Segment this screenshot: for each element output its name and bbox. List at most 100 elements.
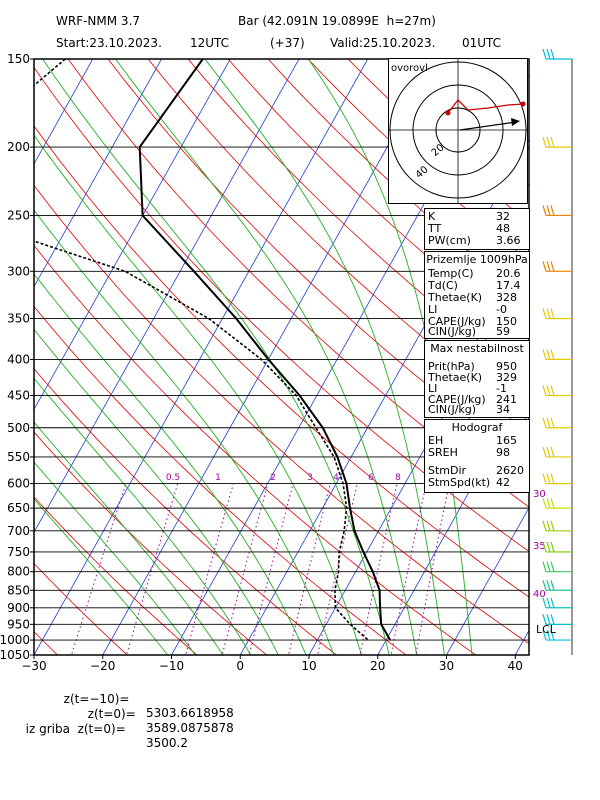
index-value: 3.66 <box>496 234 521 247</box>
surface-key: CAPE(J/kg) <box>428 315 486 328</box>
instability-key: LI <box>428 382 438 395</box>
instability-row: Prit(hPa) 950 <box>428 361 526 373</box>
hodograph-start-point <box>445 110 451 116</box>
isotherm-line <box>377 384 529 655</box>
wind-barb-flag <box>550 417 555 428</box>
surface-key: Thetae(K) <box>428 291 483 304</box>
pressure-tick-label: 650 <box>7 501 30 515</box>
wind-barb-flag <box>550 580 555 591</box>
indices-box: K 32 TT 48 PW(cm) 3.66 <box>424 208 530 250</box>
wind-barb-flag <box>542 561 547 572</box>
instability-key: Thetae(K) <box>428 371 483 384</box>
mixing-ratio-label: 8 <box>395 473 401 483</box>
footer-line-2: z(t=0)= 3589.0875878 <box>80 693 234 735</box>
footer-line-2-value: 3589.0875878 <box>146 721 234 735</box>
instability-key: Prit(hPa) <box>428 360 475 373</box>
temperature-tick-label: 40 <box>508 659 523 673</box>
isotherm-line <box>446 506 529 655</box>
mixing-ratio-label: 0.5 <box>166 473 180 483</box>
pressure-tick-label: 600 <box>7 477 30 491</box>
surface-box: Prizemlje 1009hPa Temp(C) 20.6 Td(C) 17.4 … <box>424 251 530 339</box>
hodograph-stats-key: StmSpd(kt) <box>428 476 491 489</box>
hodograph-end-point <box>520 101 526 107</box>
hodograph-stats-key: StmDir <box>428 464 467 477</box>
wind-barb-flag <box>546 136 551 148</box>
isotherm-line <box>34 59 94 165</box>
wind-barb-flag <box>550 308 555 319</box>
surface-row: Thetae(K) 328 <box>428 292 526 304</box>
wind-barb-flag <box>542 580 547 591</box>
mixing-ratio-line <box>185 483 234 655</box>
skewt-plot-area <box>34 38 600 658</box>
instability-value: 241 <box>496 393 517 406</box>
moist-adiabat-line <box>34 209 335 655</box>
temperature-tick-label: 30 <box>439 659 454 673</box>
instability-row: LI -1 <box>428 383 526 395</box>
wind-barb-flag <box>546 473 551 484</box>
lead-hours: (+37) <box>270 36 305 50</box>
moist-adiabat-line <box>34 134 362 655</box>
wind-barb-flag <box>542 614 547 625</box>
mixing-ratio-label: 3 <box>307 473 313 483</box>
moist-adiabat-line <box>115 59 418 655</box>
wind-barb-flag <box>550 48 555 60</box>
wind-barb-flag <box>542 308 547 319</box>
dry-adiabat-line <box>34 562 128 655</box>
hodograph-stats-title: Hodograf <box>451 421 503 434</box>
wind-barb-flag <box>546 497 551 509</box>
surface-key: LI <box>428 303 438 316</box>
wind-barb-flag <box>550 614 555 625</box>
surface-row: Td(C) 17.4 <box>428 280 526 292</box>
instability-row: Thetae(K) 329 <box>428 372 526 384</box>
mixing-ratio-label: 6 <box>368 473 374 483</box>
mixing-ratio-line <box>248 483 294 655</box>
pressure-tick-label: 550 <box>7 450 30 464</box>
footer-line-1-value: 5303.6618958 <box>146 706 234 720</box>
hodograph-stats-row: StmSpd(kt) 42 <box>428 477 526 489</box>
hodograph-stats-value: 2620 <box>496 464 524 477</box>
surface-value: 59 <box>496 325 510 338</box>
dry-adiabat-line <box>34 305 407 655</box>
footer-line-3-value: 3500.2 <box>146 736 188 750</box>
wind-barb-flag <box>550 629 555 641</box>
wind-barb-flag <box>550 473 555 484</box>
wind-barb-flag <box>546 629 551 641</box>
wind-barb-flag <box>546 446 551 458</box>
surface-key: CIN(J/kg) <box>428 325 477 338</box>
index-row: K 32 <box>428 211 526 223</box>
hodograph-trace <box>447 99 524 114</box>
pressure-tick-label: 800 <box>7 565 30 579</box>
valid-hour: 01UTC <box>462 36 502 50</box>
footer-line-3: iz griba z(t=0)= 3500.2 <box>18 708 188 750</box>
mixing-ratio-line <box>287 483 331 655</box>
moist-adiabat-line <box>34 328 279 655</box>
wind-barb-flag <box>546 541 551 553</box>
wind-barb-flag <box>550 520 555 531</box>
hodograph: ovorovl 20 40 <box>388 58 528 204</box>
index-value: 32 <box>496 210 510 223</box>
wind-barb-flag <box>550 385 555 396</box>
pressure-tick-label: 250 <box>7 208 30 222</box>
index-key: K <box>428 210 436 223</box>
surface-value: 328 <box>496 291 517 304</box>
temperature-profile <box>138 59 392 641</box>
surface-row: CIN(J/kg) 59 <box>428 326 526 338</box>
max-instability-title: Max nestabilnost <box>430 342 524 355</box>
mixing-ratio-label: 1 <box>215 473 221 483</box>
dry-adiabat-line <box>524 38 600 658</box>
wind-barb-flag <box>546 597 551 608</box>
hodograph-stats-key: EH <box>428 434 444 447</box>
instability-row: CIN(J/kg) 34 <box>428 404 526 416</box>
temperature-tick-label: 20 <box>370 659 385 673</box>
theta-e-label: 30 <box>533 489 546 500</box>
wind-barb-flag <box>546 417 551 428</box>
location-label: Bar (42.091N 19.0899E h=27m) <box>238 14 436 28</box>
hodograph-stats-row: StmDir 2620 <box>428 465 526 477</box>
surface-title: Prizemlje 1009hPa <box>426 253 528 266</box>
wind-barb-flag <box>542 629 547 641</box>
pressure-tick-label: 200 <box>7 140 30 154</box>
footer-line-2-label: z(t=0)= <box>87 707 136 721</box>
mixing-ratio-line <box>359 483 398 655</box>
wind-barb-flag <box>550 597 555 608</box>
wind-barb-flag <box>542 136 547 148</box>
